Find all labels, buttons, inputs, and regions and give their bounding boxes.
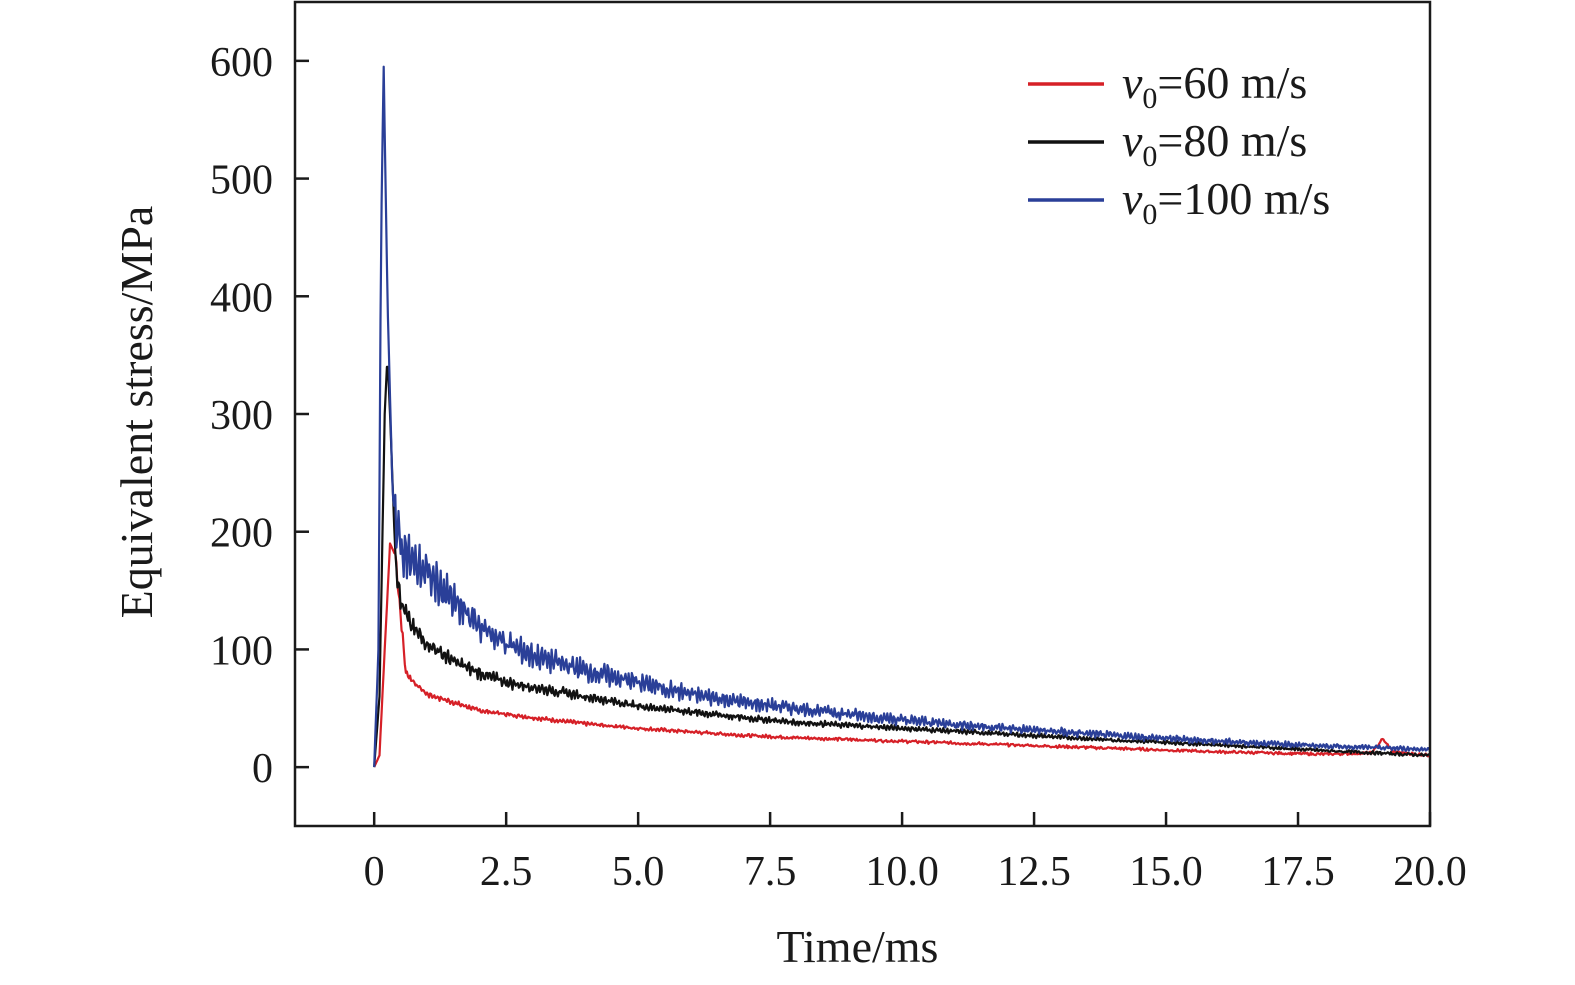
x-tick-label: 20.0 xyxy=(1393,849,1467,895)
x-tick-label: 0 xyxy=(364,849,385,895)
x-axis-ticks: 0 2.5 5.0 7.5 10.0 12.5 15.0 17.5 20.0 xyxy=(364,812,1467,895)
x-axis-title: Time/ms xyxy=(777,921,939,972)
y-tick-label: 200 xyxy=(210,511,273,557)
x-tick-label: 5.0 xyxy=(612,849,665,895)
x-tick-label: 12.5 xyxy=(997,849,1071,895)
legend-label-1: v0=60 m/s xyxy=(1122,57,1307,115)
legend-label-2: v0=80 m/s xyxy=(1122,115,1307,173)
y-axis-ticks: 0 100 200 300 400 500 600 xyxy=(210,40,309,792)
y-tick-label: 0 xyxy=(252,746,273,792)
legend: v0=60 m/sv0=80 m/sv0=100 m/s xyxy=(1028,57,1330,231)
y-tick-label: 300 xyxy=(210,393,273,439)
series-line-3 xyxy=(373,65,1432,768)
x-tick-label: 10.0 xyxy=(865,849,939,895)
x-tick-label: 7.5 xyxy=(744,849,797,895)
x-tick-label: 17.5 xyxy=(1261,849,1335,895)
x-tick-label: 2.5 xyxy=(480,849,533,895)
x-tick-label: 15.0 xyxy=(1129,849,1203,895)
plot-lines xyxy=(373,65,1432,768)
y-tick-label: 600 xyxy=(210,40,273,86)
y-tick-label: 400 xyxy=(210,275,273,321)
y-tick-label: 500 xyxy=(210,158,273,204)
y-tick-label: 100 xyxy=(210,628,273,674)
series-line-2 xyxy=(373,365,1431,768)
y-axis-title: Equivalent stress/MPa xyxy=(111,206,162,619)
legend-label-3: v0=100 m/s xyxy=(1122,173,1330,231)
series-line-1 xyxy=(373,542,1431,768)
